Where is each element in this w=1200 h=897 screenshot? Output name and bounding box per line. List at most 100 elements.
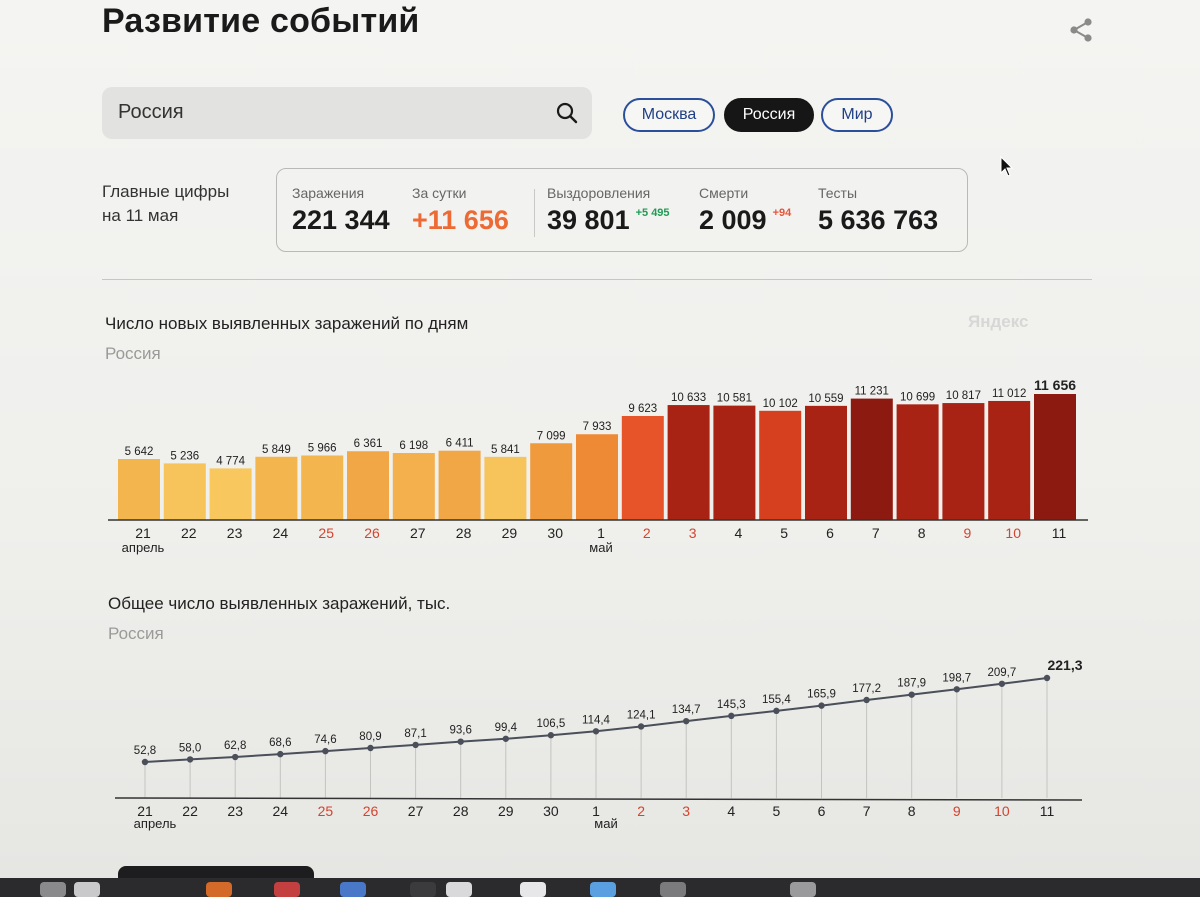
yandex-logo: Яндекс <box>968 312 1029 331</box>
dock-app-icon[interactable] <box>410 882 436 897</box>
dock-app-icon[interactable] <box>206 882 232 897</box>
x-tick-label: 7 <box>872 525 880 541</box>
bar-value-label: 6 361 <box>354 438 383 450</box>
point-value-label: 87,1 <box>404 728 426 740</box>
bar[interactable] <box>163 463 206 520</box>
line-point[interactable] <box>728 712 735 720</box>
x-tick-label: 8 <box>918 525 926 541</box>
x-tick-label: 9 <box>964 525 972 541</box>
line-point[interactable] <box>186 756 194 763</box>
x-tick-label: 30 <box>543 803 559 819</box>
bar[interactable] <box>942 403 985 520</box>
line-point[interactable] <box>367 744 374 752</box>
point-value-label: 155,4 <box>762 694 791 706</box>
x-tick-label: 7 <box>863 803 871 819</box>
taskbar <box>0 878 1200 897</box>
bottom-button[interactable] <box>118 866 314 880</box>
month-label: апрель <box>134 816 177 831</box>
point-value-label: 124,1 <box>627 709 656 721</box>
point-value-label: 165,9 <box>807 689 836 701</box>
search-icon[interactable] <box>555 101 579 125</box>
bar[interactable] <box>621 415 664 520</box>
dock-app-icon[interactable] <box>520 882 546 897</box>
bar[interactable] <box>347 451 389 520</box>
line-point[interactable] <box>277 750 284 758</box>
dock-app-icon[interactable] <box>340 882 366 897</box>
total-cases-line-chart: 52,821апрель58,02262,82368,62474,62580,9… <box>114 657 1083 831</box>
line-point[interactable] <box>683 717 690 725</box>
bar[interactable] <box>713 405 756 520</box>
bar-chart-title: Число новых выявленных заражений по дням <box>105 314 469 333</box>
bar[interactable] <box>850 398 893 520</box>
tab-russia[interactable]: Россия <box>724 98 814 132</box>
line-point[interactable] <box>773 707 780 715</box>
bar[interactable] <box>759 410 802 520</box>
line-point[interactable] <box>592 728 600 735</box>
stat-tests: Тесты 5 636 763 <box>818 185 938 236</box>
line-point[interactable] <box>863 696 870 704</box>
month-label: май <box>594 816 617 831</box>
line-point[interactable] <box>322 747 329 755</box>
x-tick-label: 22 <box>181 525 197 541</box>
dock-app-icon[interactable] <box>790 882 816 897</box>
bar[interactable] <box>988 400 1031 520</box>
tab-world[interactable]: Мир <box>821 98 893 132</box>
bar-value-label: 10 102 <box>763 398 798 410</box>
line-point[interactable] <box>953 686 960 693</box>
bar-value-label: 5 841 <box>491 444 520 456</box>
line-point[interactable] <box>998 680 1006 687</box>
bar[interactable] <box>896 404 939 520</box>
share-icon[interactable] <box>1068 16 1094 44</box>
line-point[interactable] <box>457 738 464 745</box>
dock-app-icon[interactable] <box>660 882 686 897</box>
bar[interactable] <box>1034 394 1076 520</box>
dock-app-icon[interactable] <box>446 882 472 897</box>
bar[interactable] <box>438 450 481 520</box>
stat-deaths-value: 2 009 <box>699 205 767 235</box>
x-tick-label: 4 <box>727 803 735 819</box>
x-tick-label: 27 <box>410 525 426 541</box>
point-value-label: 187,9 <box>897 678 926 690</box>
month-label: май <box>589 540 612 555</box>
line-point[interactable] <box>141 758 149 766</box>
line-point[interactable] <box>637 723 645 730</box>
x-tick-label: 3 <box>682 803 690 819</box>
line-point[interactable] <box>232 753 239 761</box>
line-point[interactable] <box>818 702 825 709</box>
x-tick-label: 29 <box>502 525 518 541</box>
x-tick-label: 10 <box>1005 525 1021 541</box>
dock-app-icon[interactable] <box>40 882 66 897</box>
summary-label-title: Главные цифры <box>102 182 230 201</box>
line-point[interactable] <box>412 741 419 749</box>
region-search[interactable]: Россия <box>102 87 592 139</box>
dock-app-icon[interactable] <box>590 882 616 897</box>
stat-infections-value: 221 344 <box>292 205 390 235</box>
line-point[interactable] <box>1043 674 1051 682</box>
bar-value-label: 10 817 <box>946 390 981 402</box>
bar[interactable] <box>667 405 710 520</box>
bar[interactable] <box>255 456 298 520</box>
dock-app-icon[interactable] <box>74 882 100 897</box>
line-point[interactable] <box>547 732 555 739</box>
bar-value-label: 7 099 <box>537 430 566 442</box>
dock-app-icon[interactable] <box>274 882 300 897</box>
search-input[interactable]: Россия <box>118 101 184 123</box>
line-point[interactable] <box>908 691 915 698</box>
bar[interactable] <box>118 459 160 520</box>
line-point[interactable] <box>502 735 509 742</box>
x-tick-label: 9 <box>953 803 961 819</box>
bar[interactable] <box>301 455 344 520</box>
tab-moscow[interactable]: Москва <box>623 98 715 132</box>
bar[interactable] <box>530 443 573 520</box>
bar[interactable] <box>209 468 252 520</box>
bar[interactable] <box>805 405 847 520</box>
bar[interactable] <box>576 434 618 520</box>
bar-value-label: 10 699 <box>900 391 935 403</box>
bar[interactable] <box>484 456 527 520</box>
stats-divider <box>534 189 535 237</box>
bar[interactable] <box>392 453 435 520</box>
point-value-label: 145,3 <box>717 699 746 711</box>
point-value-label: 52,8 <box>134 745 156 757</box>
